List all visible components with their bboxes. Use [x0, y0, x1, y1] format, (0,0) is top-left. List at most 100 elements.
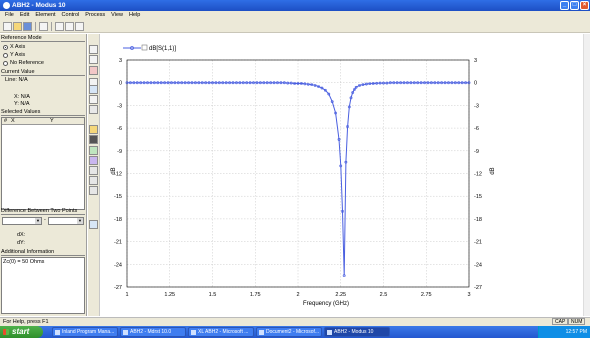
start-button[interactable]: start [0, 326, 43, 338]
radio-x-axis[interactable] [3, 45, 8, 50]
pointer-icon[interactable] [89, 95, 98, 104]
data-point [286, 81, 290, 85]
legend-marker [130, 46, 134, 50]
plot-frame [126, 59, 470, 288]
data-point [139, 81, 143, 85]
column-header-index[interactable]: # [4, 118, 8, 124]
data-point [334, 111, 338, 115]
context-help-icon[interactable] [75, 22, 84, 31]
clear-icon[interactable] [89, 186, 98, 195]
minimize-button[interactable]: _ [560, 1, 569, 10]
print-icon[interactable] [55, 22, 64, 31]
radio-y-axis[interactable] [3, 53, 8, 58]
data-point [204, 81, 208, 85]
help-icon[interactable] [65, 22, 74, 31]
x-tick-label: 1.5 [209, 292, 217, 298]
taskbar-item-modus[interactable]: ABH2 - Modus 10 [324, 327, 390, 337]
open-icon[interactable] [89, 125, 98, 134]
zoom-out-icon[interactable] [89, 55, 98, 64]
menu-edit[interactable]: Edit [19, 12, 30, 18]
current-line-value: Line: N/A [5, 77, 28, 83]
data-point [170, 81, 173, 85]
table-icon[interactable] [89, 85, 98, 94]
column-header-y[interactable]: Y [50, 118, 54, 124]
data-point [293, 82, 296, 85]
series-line [127, 82, 469, 276]
save-chart-icon[interactable] [89, 135, 98, 144]
taskbar-item-excel[interactable]: XL ABH2 - Microsoft ... [188, 327, 254, 337]
line-tool-icon[interactable] [89, 105, 98, 114]
save-icon[interactable] [23, 22, 32, 31]
clock[interactable]: 12:57 PM [565, 329, 587, 335]
selected-values-table[interactable]: # X Y [1, 117, 85, 210]
zoom-reset-icon[interactable] [89, 66, 98, 75]
data-point [238, 81, 242, 85]
taskbar: start Inland Program Mana... ABH2 - Mdrs… [0, 326, 590, 338]
x-tick-label: 2 [296, 292, 299, 298]
taskbar-item-word[interactable]: Document2 - Microsof... [256, 327, 322, 337]
data-point [279, 81, 283, 85]
y-tick-label-left: -27 [114, 285, 122, 291]
menu-element[interactable]: Element [35, 12, 56, 18]
info-icon[interactable] [89, 220, 98, 229]
chart-area[interactable]: 1 1.25 1.5 1.75 2 2.25 2.5 2.75 3 3 0 -3 -6 -9 -12 -15… [101, 34, 582, 316]
x-tick-label: 1 [125, 292, 128, 298]
y-tick-label-left: 3 [119, 58, 122, 64]
export-icon[interactable] [89, 146, 98, 155]
data-point [289, 81, 293, 85]
taskbar-item-inland[interactable]: Inland Program Mana... [52, 327, 118, 337]
column-header-x[interactable]: X [11, 118, 15, 124]
close-button[interactable]: × [580, 1, 589, 10]
data-point [317, 85, 320, 88]
app-icon [3, 2, 10, 9]
data-point [453, 81, 457, 85]
difference-point-b-select[interactable]: ▼ [48, 217, 84, 225]
additional-info-box: Zc(0) = 50 Ohms [1, 257, 85, 314]
chart-svg[interactable]: 1 1.25 1.5 1.75 2 2.25 2.5 2.75 3 3 0 -3 -6 -9 -12 -15… [101, 34, 582, 316]
menu-file[interactable]: File [5, 12, 14, 18]
title-bar: ABH2 - Modus 10 _ □ × [0, 0, 590, 11]
start-label: start [12, 327, 30, 336]
taskbar-item-label: Inland Program Mana... [62, 329, 115, 335]
properties-icon[interactable] [89, 156, 98, 165]
y-tick-label-right: -27 [474, 285, 482, 291]
menu-help[interactable]: Help [128, 12, 141, 18]
data-point [310, 83, 314, 86]
data-point [149, 81, 153, 85]
menu-process[interactable]: Process [85, 12, 106, 18]
data-point [176, 81, 180, 85]
data-point [419, 81, 423, 85]
data-point [214, 81, 218, 85]
new-file-icon[interactable] [3, 22, 12, 31]
data-point [180, 81, 184, 85]
data-point [245, 81, 249, 85]
radio-no-reference[interactable] [3, 61, 8, 66]
radio-y-axis-label: Y Axis [10, 52, 26, 58]
chart-series [125, 81, 471, 278]
data-point [385, 81, 389, 85]
menu-view[interactable]: View [111, 12, 123, 18]
legend-checkbox[interactable] [141, 44, 148, 51]
data-point [152, 81, 156, 85]
taskbar-item-mdrst[interactable]: ABH2 - Mdrst 10.0 [120, 327, 186, 337]
draw-line-icon[interactable] [89, 166, 98, 175]
data-point [436, 81, 440, 85]
y-tick-label-left: -21 [114, 240, 122, 246]
current-x-value: X: N/A [14, 94, 30, 100]
zoom-in-icon[interactable] [89, 45, 98, 54]
y-tick-label-right: -9 [474, 149, 479, 155]
data-point [190, 81, 194, 85]
data-point [399, 81, 403, 85]
menu-control[interactable]: Control [61, 12, 80, 18]
data-point [276, 81, 279, 85]
data-point [262, 81, 266, 85]
data-point [125, 81, 129, 85]
delete-icon[interactable] [89, 176, 98, 185]
vertical-scrollbar[interactable] [583, 34, 590, 316]
cut-icon[interactable] [39, 22, 48, 31]
maximize-button[interactable]: □ [570, 1, 579, 10]
open-folder-icon[interactable] [13, 22, 22, 31]
data-point [368, 82, 372, 86]
difference-point-a-select[interactable]: ▼ [2, 217, 42, 225]
data-point [327, 92, 331, 96]
